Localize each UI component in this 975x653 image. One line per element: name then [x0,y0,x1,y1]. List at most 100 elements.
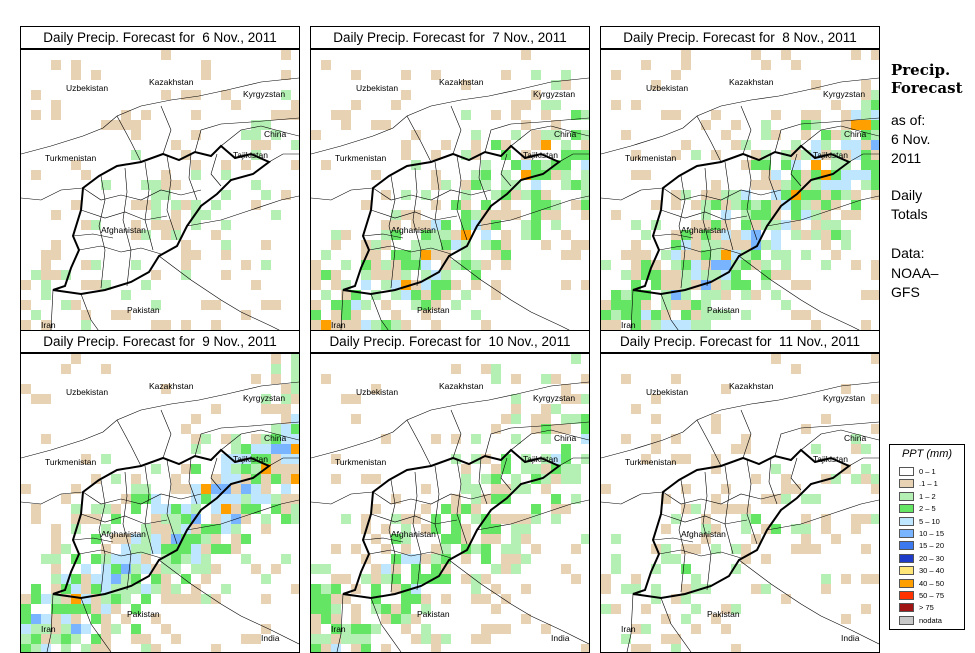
precip-cell [731,140,741,150]
precip-cell [731,280,741,290]
precip-cell [421,250,431,260]
precip-cell [111,594,121,604]
boundary-line [478,153,488,201]
precip-cell [201,594,211,604]
precip-cell [31,634,41,644]
precip-map[interactable]: Uzbekistan Kazakhstan Kyrgyzstan China Turkm… [310,49,590,349]
precip-cell [241,130,251,140]
precip-cell [691,150,701,160]
boundary-line [98,175,106,289]
precip-map[interactable]: Uzbekistan Kazakhstan Kyrgyzstan China Turkm… [600,353,880,653]
precip-cell [771,110,781,120]
precip-cell [131,624,141,634]
precip-cell [461,554,471,564]
precip-cell [861,574,871,584]
precip-cell [171,584,181,594]
precip-cell [151,514,161,524]
precip-cell [61,634,71,644]
boundary-line [210,457,222,491]
precip-cell [401,524,411,534]
precip-cell [131,230,141,240]
precip-cell [381,524,391,534]
precip-grid [21,50,299,348]
precip-cell [191,564,201,574]
precip-cell [201,300,211,310]
precip-cell [691,240,701,250]
precip-cell [721,130,731,140]
precip-map[interactable]: Uzbekistan Kazakhstan Kyrgyzstan China Turkm… [20,353,300,653]
precip-map[interactable]: Uzbekistan Kazakhstan Kyrgyzstan China Turkm… [600,49,880,349]
precip-cell [661,300,671,310]
precip-cell [111,564,121,574]
precip-cell [631,644,641,652]
precip-cell [381,320,391,330]
precip-cell [121,564,131,574]
precip-cell [471,150,481,160]
precip-cell [171,220,181,230]
precip-cell [681,50,691,60]
precip-cell [91,70,101,80]
precip-cell [441,634,451,644]
legend-swatch [899,467,914,476]
precip-cell [841,210,851,220]
boundary-line [702,167,712,287]
precip-cell [501,140,511,150]
precip-cell [281,454,291,464]
precip-cell [241,554,251,564]
precip-cell [461,474,471,484]
precip-cell [671,200,681,210]
precip-cell [221,524,231,534]
precip-cell [751,474,761,484]
precip-cell [651,564,661,574]
precip-cell [191,414,201,424]
precip-cell [421,240,431,250]
afghanistan-border [342,448,561,600]
precip-cell [41,320,51,330]
precip-cell [181,594,191,604]
precip-cell [141,544,151,554]
afghanistan-border [52,448,271,600]
precip-cell [421,604,431,614]
precip-cell [251,444,261,454]
precip-cell [671,374,681,384]
precip-cell [841,574,851,584]
boundary-line [450,105,462,155]
precip-cell [181,260,191,270]
boundary-line [790,457,802,491]
precip-cell [461,504,471,514]
precip-cell [831,130,841,140]
country-label: Kyrgyzstan [533,89,575,99]
precip-cell [551,130,561,140]
precip-cell [711,250,721,260]
precip-cell [271,364,281,374]
precip-cell [761,60,771,70]
precip-cell [121,494,131,504]
precip-cell [101,280,111,290]
precip-cell [401,280,411,290]
precip-cell [581,110,589,120]
precip-cell [361,634,371,644]
precip-cell [161,180,171,190]
legend-item: 20 – 30 [899,553,963,564]
precip-cell [121,290,131,300]
precip-cell [171,524,181,534]
precip-cell [491,604,501,614]
precip-cell [661,250,671,260]
precip-cell [221,250,231,260]
precip-cell [491,290,501,300]
precip-cell [711,260,721,270]
precip-map[interactable]: Uzbekistan Kazakhstan Kyrgyzstan China Turkm… [20,49,300,349]
precip-cell [231,484,241,494]
precip-cell [481,170,491,180]
precip-cell [251,494,261,504]
precip-cell [801,310,811,320]
precip-map[interactable]: Uzbekistan Kazakhstan Kyrgyzstan China Turkm… [310,353,590,653]
precip-cell [31,504,41,514]
precip-cell [771,200,781,210]
precip-cell [731,250,741,260]
precip-cell [801,534,811,544]
precip-cell [751,534,761,544]
precip-cell [691,584,701,594]
precip-cell [251,474,261,484]
precip-cell [121,534,131,544]
